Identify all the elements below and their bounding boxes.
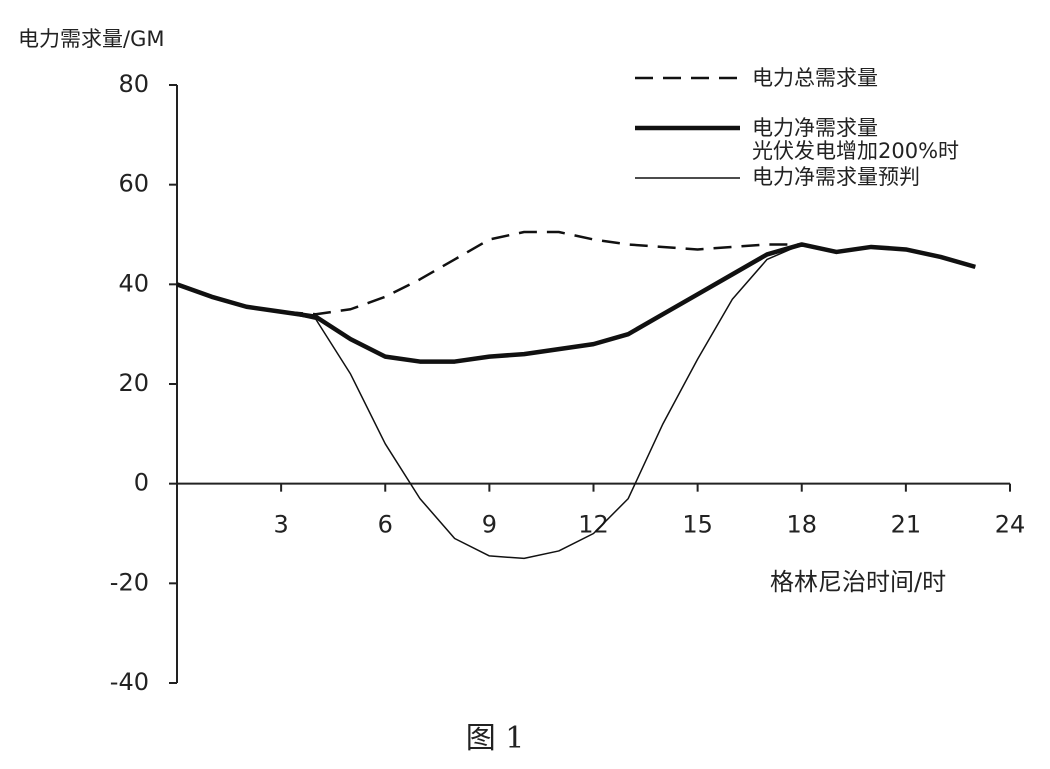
series-line <box>176 230 976 316</box>
x-tick-label: 3 <box>273 511 288 539</box>
legend-label: 光伏发电增加200%时电力净需求量预判 <box>752 139 960 189</box>
x-tick-label: 21 <box>891 511 922 539</box>
x-tick-label: 24 <box>995 511 1026 539</box>
y-tick-label: -20 <box>110 568 149 596</box>
y-tick-label: -40 <box>110 668 149 696</box>
x-tick-label: 12 <box>578 511 609 539</box>
legend-label: 电力净需求量 <box>752 116 878 140</box>
legend-label: 电力总需求量 <box>752 66 878 90</box>
series-line <box>176 243 976 560</box>
series-line <box>176 242 976 364</box>
caption: 图 1 <box>466 721 525 756</box>
x-axis-title: 格林尼治时间/时 <box>770 568 946 596</box>
y-tick-label: 60 <box>118 170 149 198</box>
x-tick-label: 18 <box>786 511 817 539</box>
x-tick-label: 6 <box>378 511 393 539</box>
y-tick-label: 80 <box>118 70 149 98</box>
y-tick-label: 20 <box>118 369 149 397</box>
y-tick-label: 40 <box>118 269 149 297</box>
x-tick-label: 9 <box>482 511 497 539</box>
y-tick-label: 0 <box>134 469 149 497</box>
y-axis-title: 电力需求量/GM <box>18 27 164 51</box>
x-tick-label: 15 <box>682 511 713 539</box>
